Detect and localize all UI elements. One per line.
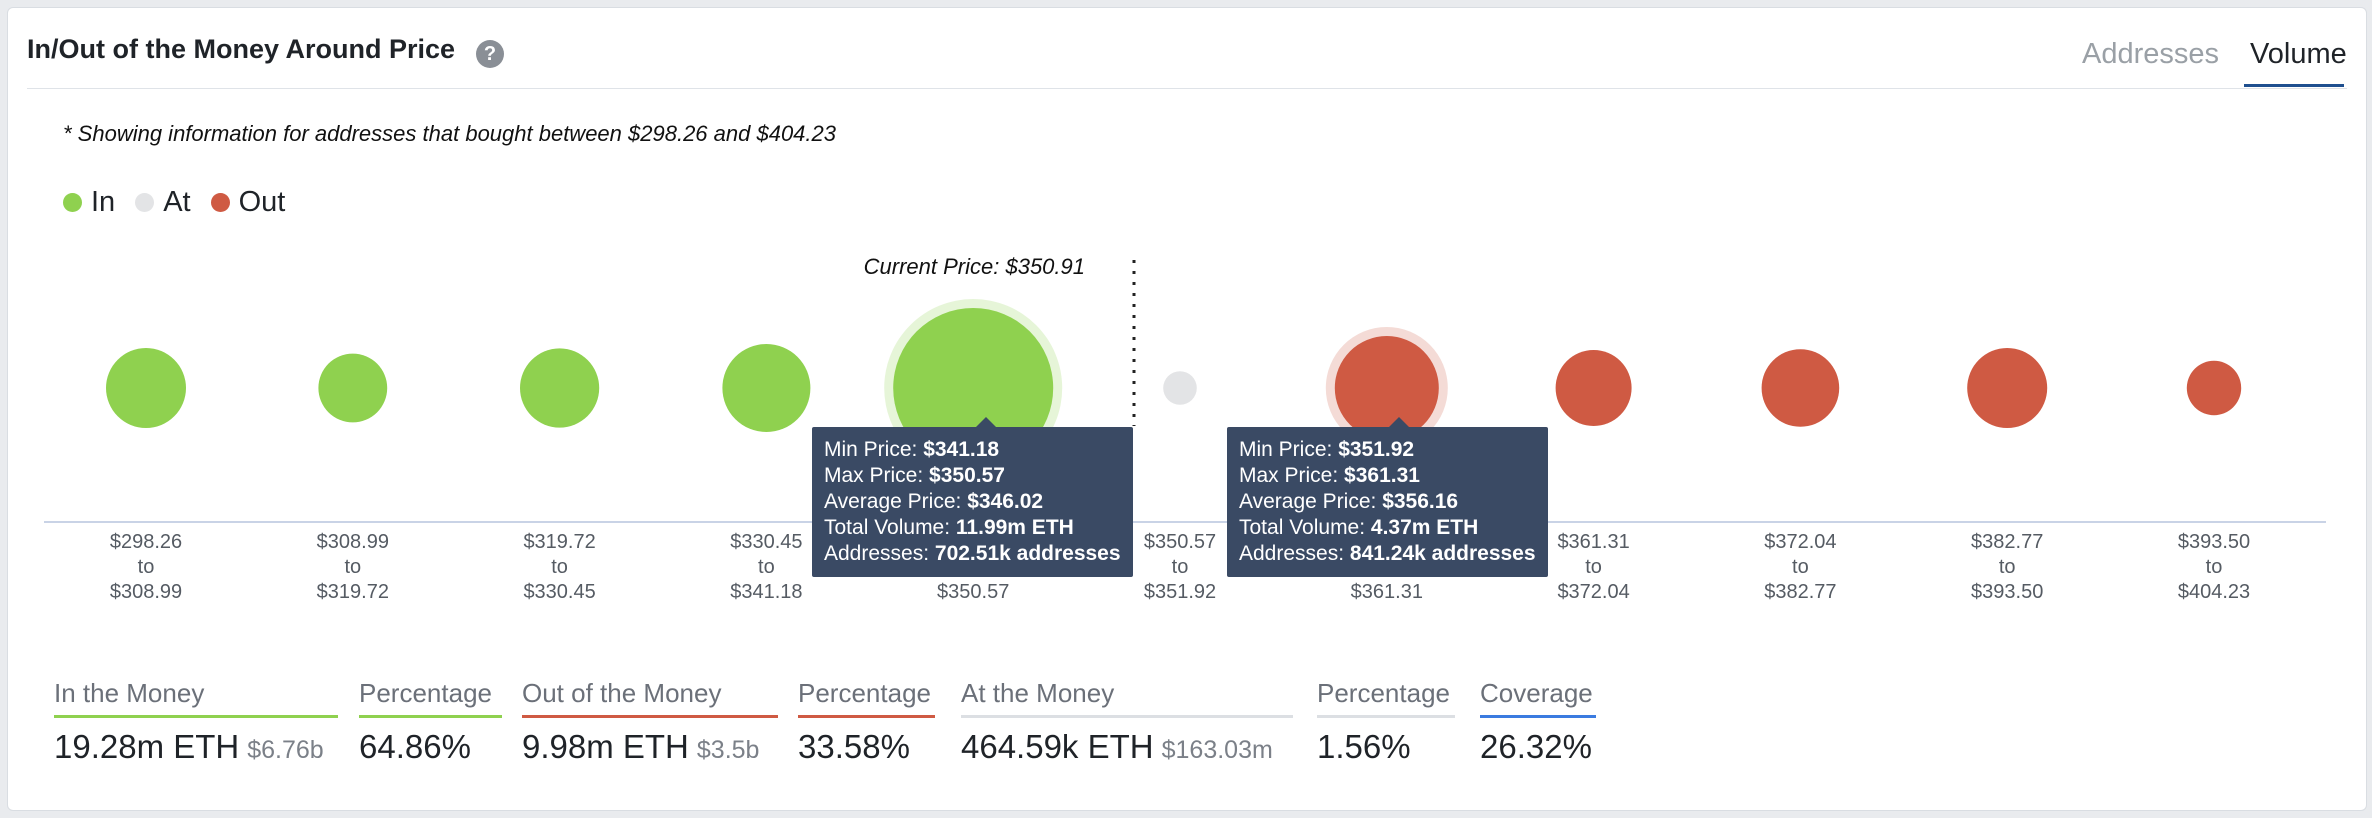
bubble-out[interactable]: [1555, 350, 1632, 426]
tick-label-to: $350.57: [937, 581, 1009, 603]
tooltip-min-price: $341.18: [923, 438, 1000, 461]
stat-value: 64.86%: [359, 728, 471, 765]
stat-value: 464.59k ETH: [961, 728, 1154, 765]
bubble-in[interactable]: [520, 348, 600, 428]
tooltip-avg-price: $346.02: [967, 490, 1044, 513]
tick-label-to: $382.77: [1764, 581, 1836, 603]
chart-card: In/Out of the Money Around Price ? Addre…: [7, 7, 2367, 811]
tick-label-to: $404.23: [2178, 581, 2250, 603]
tooltip-addresses: 841.24k addresses: [1349, 542, 1536, 565]
active-tab-indicator: [2244, 84, 2344, 87]
tick-label-to-word: to: [758, 556, 775, 578]
bubble-at[interactable]: [1163, 371, 1197, 405]
tick-label-to-word: to: [1172, 556, 1189, 578]
tooltip-range-341-350: Min Price: $341.18 Max Price: $350.57 Av…: [812, 417, 1133, 577]
tick-label-to-word: to: [138, 556, 155, 578]
tooltip-addresses: 702.51k addresses: [934, 542, 1121, 565]
range-note: * Showing information for addresses that…: [63, 121, 836, 146]
tick-label-to-word: to: [344, 556, 361, 578]
stat-sub-value: $6.76b: [247, 736, 324, 764]
tick-label-from: $308.99: [317, 531, 389, 553]
stat-value: 33.58%: [798, 728, 910, 765]
stat-value: 19.28m ETH: [54, 728, 240, 765]
tick-label-to: $308.99: [110, 581, 182, 603]
tick-label-from: $372.04: [1764, 531, 1836, 553]
legend-in-dot-icon: [63, 193, 82, 212]
tick-label-to-word: to: [1792, 556, 1809, 578]
stat-coverage: Coverage 26.32%: [1480, 678, 1596, 766]
tick-label-to: $330.45: [523, 581, 595, 603]
stat-label: In the Money: [54, 678, 338, 718]
stat-in-the-money: In the Money 19.28m ETH $6.76b: [54, 678, 338, 766]
bubble-chart: Current Price: $350.91 $298.26to$308.99$…: [44, 254, 2326, 603]
tick-label-to-word: to: [2206, 556, 2223, 578]
legend-at-dot-icon: [135, 193, 155, 212]
stat-label: Percentage: [798, 678, 935, 718]
tick-label-to-word: to: [551, 556, 568, 578]
tick-label-to: $341.18: [730, 581, 802, 603]
legend-label-at: At: [163, 186, 191, 218]
stat-at-the-money: At the Money 464.59k ETH $163.03m: [961, 678, 1293, 766]
legend-out-dot-icon: [210, 193, 230, 212]
tick-label-from: $330.45: [730, 531, 802, 553]
bubble-in[interactable]: [106, 348, 186, 428]
bubbles-group: [106, 299, 2242, 477]
legend-label-in: In: [91, 186, 116, 218]
legend-item-at[interactable]: At: [135, 186, 191, 219]
tick-label-to: $361.31: [1351, 581, 1423, 603]
tick-label-to-word: to: [1585, 556, 1602, 578]
tick-label-to: $393.50: [1971, 581, 2043, 603]
tooltip-max-price: $361.31: [1344, 464, 1420, 487]
tick-label-to-word: to: [1999, 556, 2016, 578]
page-title: In/Out of the Money Around Price: [27, 34, 456, 64]
bubble-out[interactable]: [2186, 360, 2242, 416]
tick-label-from: $382.77: [1971, 531, 2043, 553]
stat-value: 1.56%: [1317, 728, 1411, 765]
stat-label: Percentage: [1317, 678, 1455, 718]
legend-label-out: Out: [238, 186, 286, 218]
stat-value: 9.98m ETH: [522, 728, 689, 765]
stat-in-percentage: Percentage 64.86%: [359, 678, 502, 766]
stat-sub-value: $3.5b: [696, 736, 760, 764]
legend-item-out[interactable]: Out: [210, 186, 286, 219]
stat-label: Coverage: [1480, 678, 1596, 718]
stat-value: 26.32%: [1480, 728, 1592, 765]
tick-label-from: $393.50: [2178, 531, 2250, 553]
stat-out-of-the-money: Out of the Money 9.98m ETH $3.5b: [522, 678, 778, 766]
tab-volume[interactable]: Volume: [2250, 38, 2347, 70]
bubble-out[interactable]: [1334, 336, 1439, 440]
tick-label-to: $351.92: [1144, 581, 1216, 603]
tick-label-to: $372.04: [1557, 581, 1629, 603]
legend: In At Out: [63, 186, 305, 219]
tooltip-avg-price: $356.16: [1382, 490, 1459, 513]
tick-label-from: $361.31: [1557, 531, 1629, 553]
bubble-in[interactable]: [722, 344, 811, 432]
bubble-in[interactable]: [318, 353, 388, 423]
tooltip-volume: 4.37m ETH: [1370, 516, 1479, 539]
stat-label: Percentage: [359, 678, 502, 718]
current-price-label: Current Price: $350.91: [864, 254, 1085, 279]
help-icon[interactable]: ?: [476, 40, 504, 68]
bubble-out[interactable]: [1967, 348, 2048, 428]
tab-addresses[interactable]: Addresses: [2082, 38, 2220, 70]
tick-label-from: $350.57: [1144, 531, 1216, 553]
stat-at-percentage: Percentage 1.56%: [1317, 678, 1455, 766]
stat-out-percentage: Percentage 33.58%: [798, 678, 935, 766]
bubble-out[interactable]: [1761, 349, 1840, 427]
tooltip-min-price: $351.92: [1338, 438, 1415, 461]
header-divider: [27, 88, 2347, 89]
tick-label-to: $319.72: [317, 581, 389, 603]
tooltip-range-351-361: Min Price: $351.92 Max Price: $361.31 Av…: [1227, 417, 1548, 577]
tick-label-from: $298.26: [110, 531, 182, 553]
stat-label: At the Money: [961, 678, 1293, 718]
tick-label-from: $319.72: [523, 531, 595, 553]
x-tick-labels: $298.26 to $308.99 $308.99 to $319.72 $319.72 t…: [110, 531, 2250, 603]
stat-sub-value: $163.03m: [1161, 736, 1273, 764]
tooltip-volume: 11.99m ETH: [955, 516, 1074, 539]
stat-label: Out of the Money: [522, 678, 778, 718]
tooltip-max-price: $350.57: [929, 464, 1005, 487]
legend-item-in[interactable]: In: [63, 186, 115, 219]
